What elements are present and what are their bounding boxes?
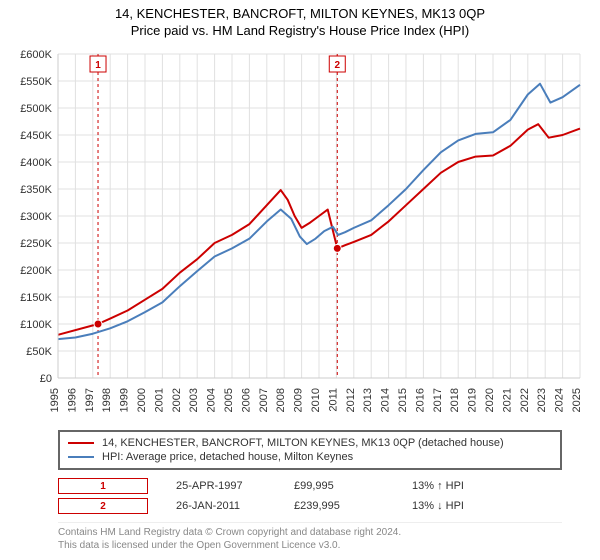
svg-text:2003: 2003 — [188, 388, 200, 412]
svg-text:£200K: £200K — [20, 265, 52, 277]
svg-text:2004: 2004 — [206, 388, 218, 412]
svg-text:2017: 2017 — [432, 388, 444, 412]
svg-text:2012: 2012 — [345, 388, 357, 412]
svg-text:2005: 2005 — [223, 388, 235, 412]
footer-line2: This data is licensed under the Open Gov… — [58, 539, 562, 552]
svg-text:2007: 2007 — [258, 388, 270, 412]
svg-text:2006: 2006 — [240, 388, 252, 412]
svg-text:2022: 2022 — [519, 388, 531, 412]
svg-text:2011: 2011 — [327, 388, 339, 412]
svg-text:2000: 2000 — [136, 388, 148, 412]
legend-item-1: HPI: Average price, detached house, Milt… — [68, 450, 552, 464]
svg-text:2020: 2020 — [484, 388, 496, 412]
svg-text:£600K: £600K — [20, 49, 52, 61]
legend-box: 14, KENCHESTER, BANCROFT, MILTON KEYNES,… — [58, 430, 562, 470]
svg-text:£550K: £550K — [20, 76, 52, 88]
svg-text:1997: 1997 — [84, 388, 96, 412]
legend-item-0: 14, KENCHESTER, BANCROFT, MILTON KEYNES,… — [68, 436, 552, 450]
svg-text:£450K: £450K — [20, 130, 52, 142]
legend-label-0: 14, KENCHESTER, BANCROFT, MILTON KEYNES,… — [102, 437, 504, 449]
svg-text:1: 1 — [95, 60, 101, 71]
chart-area: £0 £50K £100K £150K £200K £250K £300K £350K £400… — [10, 46, 590, 426]
svg-text:2001: 2001 — [153, 388, 165, 412]
svg-text:1999: 1999 — [119, 388, 131, 412]
marker-badge-1: 2 — [58, 498, 148, 514]
markers-block: 1 25-APR-1997 £99,995 13% ↑ HPI 2 26-JAN… — [58, 476, 562, 516]
svg-text:£400K: £400K — [20, 157, 52, 169]
svg-text:2008: 2008 — [275, 388, 287, 412]
legend-swatch-1 — [68, 456, 94, 458]
svg-text:2002: 2002 — [171, 388, 183, 412]
svg-text:1995: 1995 — [49, 388, 61, 412]
title-block: 14, KENCHESTER, BANCROFT, MILTON KEYNES,… — [0, 0, 600, 40]
legend-swatch-0 — [68, 442, 94, 444]
footer-line1: Contains HM Land Registry data © Crown c… — [58, 526, 562, 539]
svg-text:£350K: £350K — [20, 184, 52, 196]
svg-text:£500K: £500K — [20, 103, 52, 115]
svg-text:1998: 1998 — [101, 388, 113, 412]
svg-text:£300K: £300K — [20, 211, 52, 223]
svg-text:2024: 2024 — [554, 388, 566, 412]
legend-label-1: HPI: Average price, detached house, Milt… — [102, 451, 353, 463]
svg-text:2009: 2009 — [293, 388, 305, 412]
marker-date-0: 25-APR-1997 — [176, 480, 266, 492]
svg-text:1996: 1996 — [66, 388, 78, 412]
svg-text:2023: 2023 — [536, 388, 548, 412]
svg-text:£0: £0 — [40, 373, 52, 385]
svg-text:£100K: £100K — [20, 319, 52, 331]
svg-text:£250K: £250K — [20, 238, 52, 250]
svg-text:2018: 2018 — [449, 388, 461, 412]
svg-text:2015: 2015 — [397, 388, 409, 412]
title-line1: 14, KENCHESTER, BANCROFT, MILTON KEYNES,… — [0, 6, 600, 21]
line-chart-svg: £0 £50K £100K £150K £200K £250K £300K £350K £400… — [10, 46, 590, 426]
marker-price-0: £99,995 — [294, 480, 384, 492]
svg-text:2019: 2019 — [467, 388, 479, 412]
marker-delta-0: 13% ↑ HPI — [412, 480, 502, 492]
svg-text:2: 2 — [334, 60, 340, 71]
marker-badge-0: 1 — [58, 478, 148, 494]
svg-text:2014: 2014 — [380, 388, 392, 412]
marker-price-1: £239,995 — [294, 500, 384, 512]
footer-note: Contains HM Land Registry data © Crown c… — [58, 522, 562, 552]
marker-row-1: 2 26-JAN-2011 £239,995 13% ↓ HPI — [58, 496, 562, 516]
marker-date-1: 26-JAN-2011 — [176, 500, 266, 512]
title-line2: Price paid vs. HM Land Registry's House … — [0, 23, 600, 38]
svg-text:2021: 2021 — [501, 388, 513, 412]
chart-container: 14, KENCHESTER, BANCROFT, MILTON KEYNES,… — [0, 0, 600, 560]
marker-delta-1: 13% ↓ HPI — [412, 500, 502, 512]
svg-text:2016: 2016 — [414, 388, 426, 412]
marker-row-0: 1 25-APR-1997 £99,995 13% ↑ HPI — [58, 476, 562, 496]
svg-text:£50K: £50K — [26, 346, 52, 358]
svg-text:2010: 2010 — [310, 388, 322, 412]
svg-text:£150K: £150K — [20, 292, 52, 304]
svg-text:2025: 2025 — [571, 388, 583, 412]
svg-text:2013: 2013 — [362, 388, 374, 412]
